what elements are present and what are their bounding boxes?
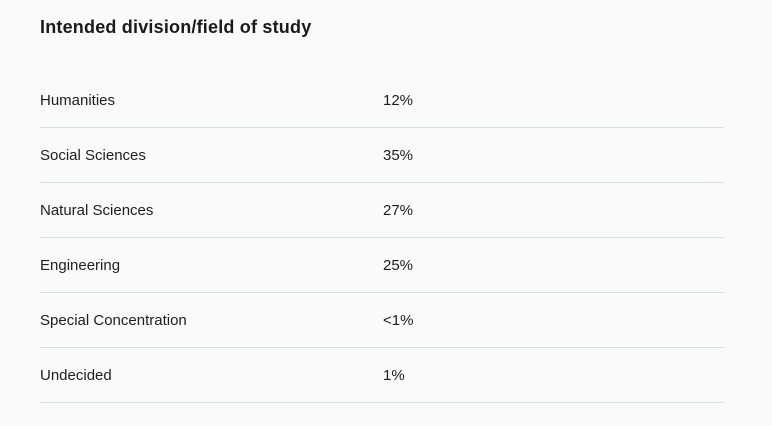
row-label: Engineering (40, 256, 121, 274)
table-title: Intended division/field of study (40, 17, 312, 37)
table-row: Special Concentration <1% (40, 293, 724, 348)
table-row: Undecided 1% (40, 348, 724, 403)
stats-table: Humanities 12% Social Sciences 35% Natur… (40, 73, 724, 403)
row-value: 1% (383, 366, 405, 384)
row-value: 27% (383, 201, 414, 219)
row-label: Social Sciences (40, 146, 146, 164)
table-row: Social Sciences 35% (40, 128, 724, 183)
table-row: Natural Sciences 27% (40, 183, 724, 238)
row-label: Natural Sciences (40, 201, 154, 219)
row-label: Humanities (40, 91, 116, 109)
row-label: Special Concentration (40, 311, 187, 329)
row-label: Undecided (40, 366, 112, 384)
table-row: Engineering 25% (40, 238, 724, 293)
row-value: 25% (383, 256, 414, 274)
survey-table-section: Intended division/field of study Humanit… (40, 17, 724, 403)
table-row: Humanities 12% (40, 73, 724, 128)
row-value: 35% (383, 146, 414, 164)
row-value: 12% (383, 91, 414, 109)
row-value: <1% (383, 311, 414, 329)
